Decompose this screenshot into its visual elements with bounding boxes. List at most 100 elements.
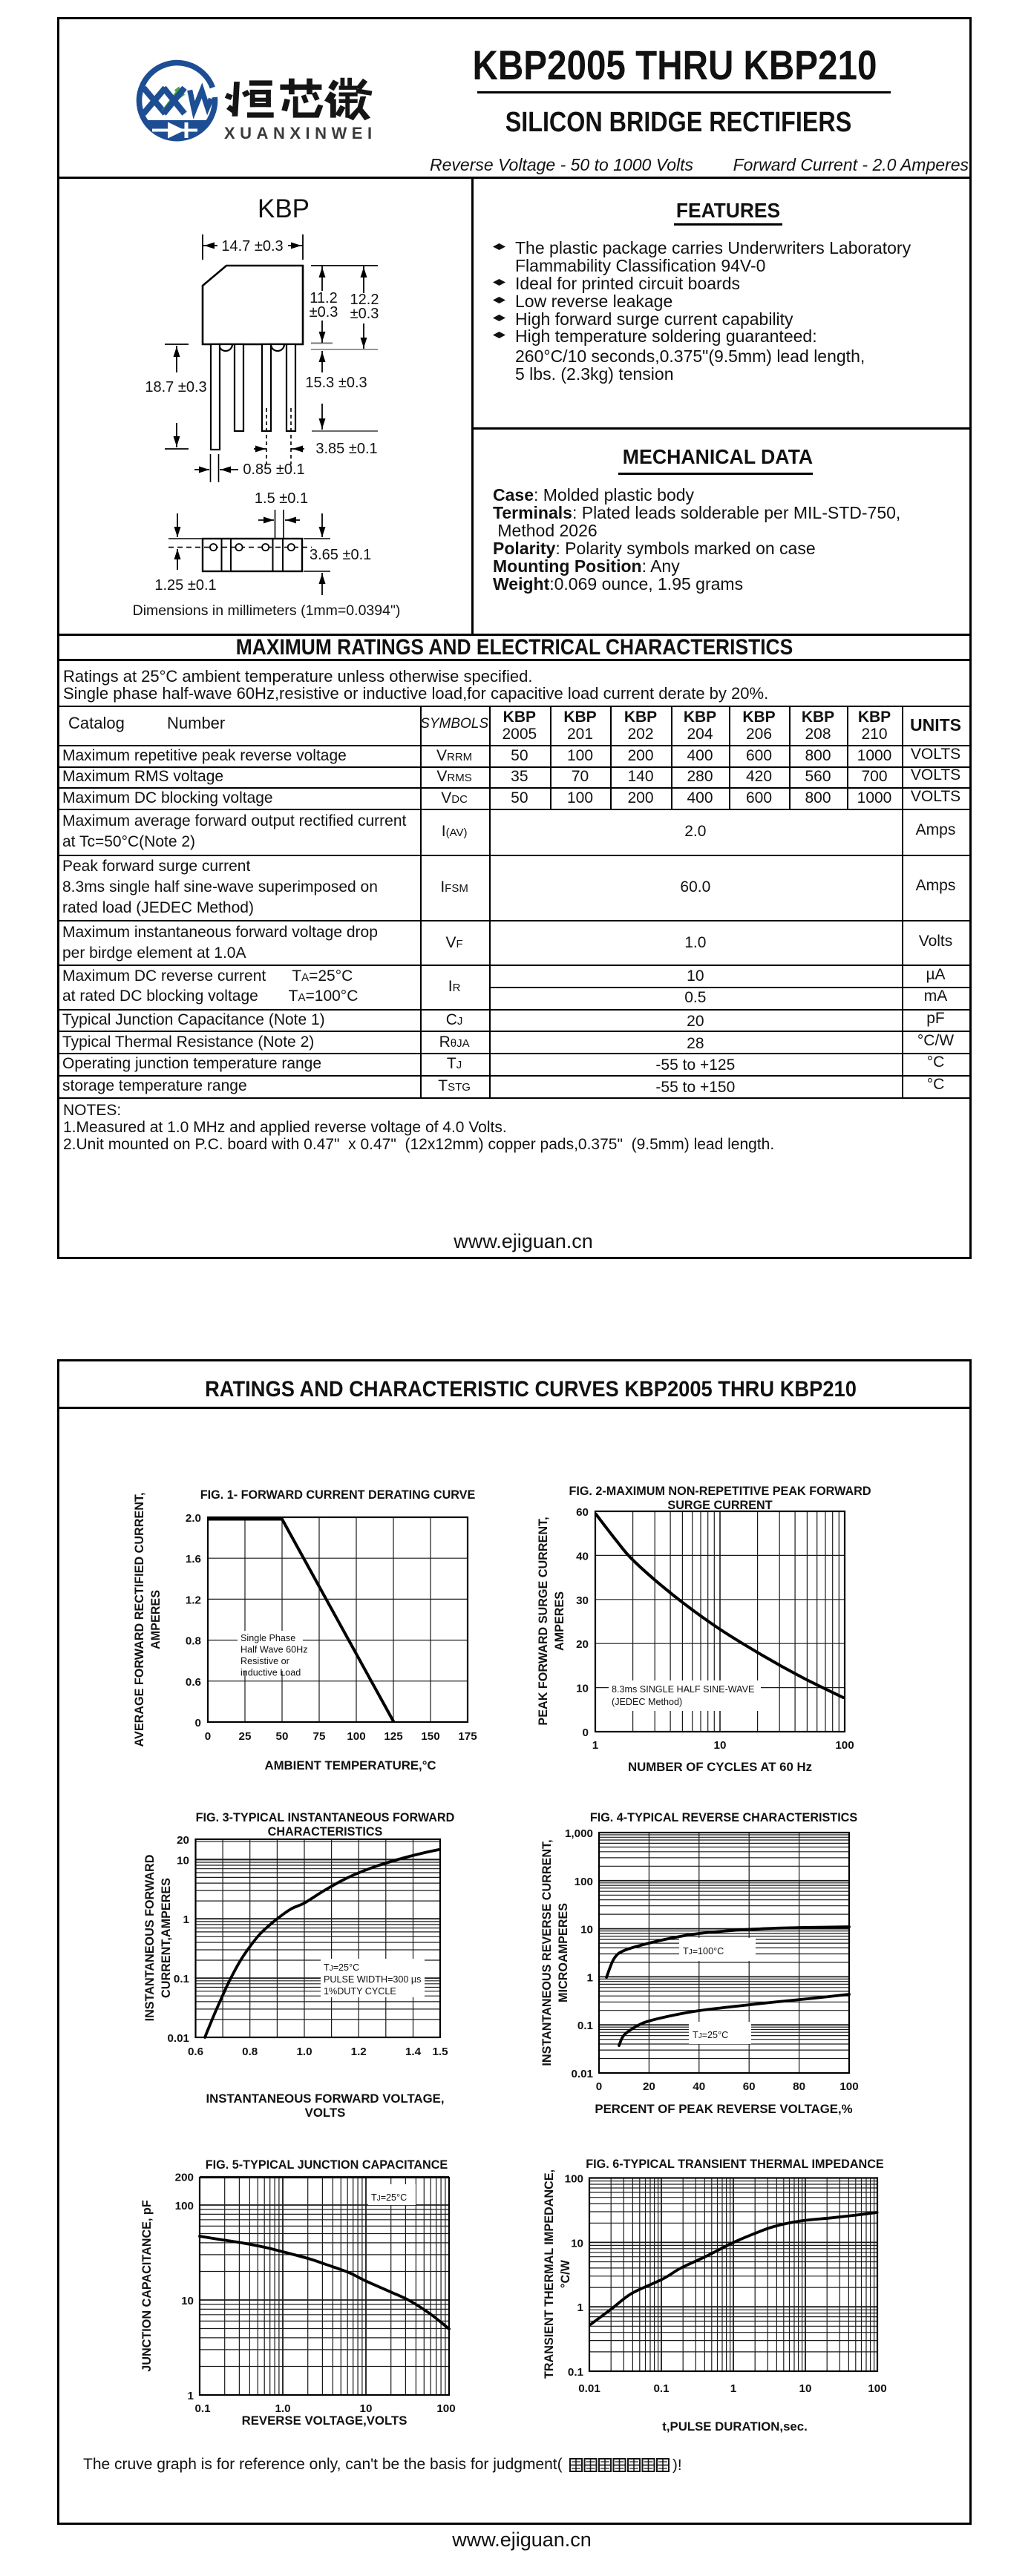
svg-text:0.6: 0.6 <box>188 2046 203 2058</box>
svg-text:JUNCTION CAPACITANCE, pF: JUNCTION CAPACITANCE, pF <box>140 2200 154 2372</box>
svg-text:PERCENT OF PEAK REVERSE VOLTAG: PERCENT OF PEAK REVERSE VOLTAGE,% <box>595 2102 852 2116</box>
svg-text:150: 150 <box>421 1730 439 1743</box>
svg-text:0.8: 0.8 <box>186 1635 201 1648</box>
svg-text:t,PULSE DURATION,sec.: t,PULSE DURATION,sec. <box>662 2419 808 2434</box>
svg-text:3.85 ±0.1: 3.85 ±0.1 <box>315 441 377 457</box>
svg-text:0.01: 0.01 <box>571 2068 593 2080</box>
svg-text:FIG. 4-TYPICAL REVERSE CHARACT: FIG. 4-TYPICAL REVERSE CHARACTERISTICS <box>590 1811 858 1824</box>
svg-text:10: 10 <box>714 1739 727 1752</box>
svg-text:10: 10 <box>799 2382 812 2395</box>
svg-text:1: 1 <box>587 1971 594 1984</box>
svg-text:100: 100 <box>835 1739 854 1752</box>
svg-text:0.1: 0.1 <box>568 2366 584 2379</box>
svg-text:REVERSE VOLTAGE,VOLTS: REVERSE VOLTAGE,VOLTS <box>242 2414 408 2428</box>
svg-text:Half Wave 60Hz: Half Wave 60Hz <box>240 1645 308 1655</box>
svg-text:NUMBER OF CYCLES AT 60 Hz: NUMBER OF CYCLES AT 60 Hz <box>628 1760 812 1774</box>
svg-text:0.01: 0.01 <box>578 2382 600 2395</box>
svg-text:1.2: 1.2 <box>186 1594 201 1606</box>
svg-text:100: 100 <box>565 2173 583 2186</box>
svg-text:CURRENT,AMPERES: CURRENT,AMPERES <box>160 1878 173 1998</box>
svg-text:SURGE CURRENT: SURGE CURRENT <box>667 1499 772 1512</box>
svg-text:20: 20 <box>177 1834 189 1847</box>
svg-text:PEAK FORWARD SURGE CURRENT,: PEAK FORWARD SURGE CURRENT, <box>537 1517 550 1725</box>
svg-text:1: 1 <box>183 1913 190 1926</box>
svg-text:TJ=25°C: TJ=25°C <box>371 2192 407 2203</box>
svg-text:AMPERES: AMPERES <box>553 1591 566 1651</box>
svg-text:°C/W: °C/W <box>559 2259 572 2288</box>
svg-text:10: 10 <box>360 2402 373 2415</box>
svg-text:100: 100 <box>175 2200 194 2212</box>
svg-text:±0.3: ±0.3 <box>310 304 338 321</box>
svg-text:AMPERES: AMPERES <box>149 1590 163 1649</box>
svg-text:10: 10 <box>181 2295 194 2307</box>
svg-text:0: 0 <box>596 2080 602 2093</box>
svg-text:3.65 ±0.1: 3.65 ±0.1 <box>310 547 371 563</box>
svg-text:TRANSIENT THERMAL IMPEDANCE,: TRANSIENT THERMAL IMPEDANCE, <box>543 2169 556 2379</box>
svg-text:1.5: 1.5 <box>432 2046 448 2058</box>
svg-text:1%DUTY CYCLE: 1%DUTY CYCLE <box>324 1986 396 1997</box>
svg-text:20: 20 <box>576 1638 589 1651</box>
svg-text:1: 1 <box>188 2390 194 2402</box>
svg-text:11.2: 11.2 <box>310 290 337 306</box>
svg-text:10: 10 <box>580 1924 593 1936</box>
svg-text:TJ=25°C: TJ=25°C <box>693 2030 728 2040</box>
svg-text:175: 175 <box>458 1730 477 1743</box>
svg-text:1.0: 1.0 <box>275 2402 290 2415</box>
svg-text:0.1: 0.1 <box>194 2402 211 2415</box>
svg-text:CHARACTERISTICS: CHARACTERISTICS <box>268 1825 383 1839</box>
svg-text:1.5 ±0.1: 1.5 ±0.1 <box>255 490 308 507</box>
svg-text:Single Phase: Single Phase <box>240 1633 295 1643</box>
svg-text:2.0: 2.0 <box>186 1512 201 1525</box>
svg-text:14.7 ±0.3: 14.7 ±0.3 <box>221 238 283 254</box>
svg-text:8.3ms SINGLE HALF SINE-WAVE: 8.3ms SINGLE HALF SINE-WAVE <box>612 1684 754 1695</box>
svg-text:INSTANTANEOUS FORWARD VOLTAGE,: INSTANTANEOUS FORWARD VOLTAGE, <box>206 2092 444 2106</box>
svg-text:1.2: 1.2 <box>351 2046 367 2058</box>
svg-text:1: 1 <box>730 2382 737 2395</box>
svg-text:10: 10 <box>576 1683 589 1695</box>
svg-text:100: 100 <box>868 2382 886 2395</box>
svg-text:20: 20 <box>643 2080 655 2093</box>
svg-text:0.6: 0.6 <box>186 1676 201 1689</box>
svg-text:25: 25 <box>239 1730 252 1743</box>
svg-text:0.8: 0.8 <box>242 2046 258 2058</box>
svg-text:inductive Load: inductive Load <box>240 1668 301 1678</box>
svg-text:0: 0 <box>205 1730 211 1743</box>
svg-text:1.25 ±0.1: 1.25 ±0.1 <box>154 577 216 594</box>
svg-text:30: 30 <box>576 1594 589 1607</box>
svg-text:1: 1 <box>592 1739 599 1752</box>
svg-text:12.2: 12.2 <box>350 292 379 308</box>
svg-text:100: 100 <box>347 1730 365 1743</box>
svg-text:AMBIENT TEMPERATURE,°C: AMBIENT TEMPERATURE,°C <box>264 1758 436 1772</box>
svg-text:1.4: 1.4 <box>405 2046 422 2058</box>
svg-text:FIG. 3-TYPICAL INSTANTANEOUS F: FIG. 3-TYPICAL INSTANTANEOUS FORWARD <box>196 1811 455 1824</box>
svg-text:(JEDEC Method): (JEDEC Method) <box>612 1697 682 1707</box>
svg-text:0.1: 0.1 <box>577 2020 594 2032</box>
svg-text:1.6: 1.6 <box>186 1553 201 1565</box>
svg-text:0.1: 0.1 <box>174 1973 190 1985</box>
svg-text:1: 1 <box>577 2301 584 2314</box>
svg-text:0.1: 0.1 <box>653 2382 670 2395</box>
svg-text:100: 100 <box>839 2080 858 2093</box>
svg-text:0.01: 0.01 <box>167 2032 189 2045</box>
svg-text:200: 200 <box>175 2172 194 2184</box>
svg-text:50: 50 <box>276 1730 289 1743</box>
svg-text:AVERAGE FORWARD RECTIFIED CURR: AVERAGE FORWARD RECTIFIED CURRENT, <box>133 1493 146 1747</box>
svg-text:0: 0 <box>195 1717 201 1729</box>
svg-text:1,000: 1,000 <box>565 1827 593 1840</box>
svg-text:1.0: 1.0 <box>296 2046 312 2058</box>
svg-text:FIG. 1- FORWARD CURRENT DERATI: FIG. 1- FORWARD CURRENT DERATING CURVE <box>200 1488 476 1502</box>
svg-text:±0.3: ±0.3 <box>350 306 379 322</box>
svg-text:FIG. 5-TYPICAL JUNCTION CAPACI: FIG. 5-TYPICAL JUNCTION CAPACITANCE <box>206 2158 448 2172</box>
svg-text:INSTANTANEOUS REVERSE CURRENT,: INSTANTANEOUS REVERSE CURRENT, <box>540 1839 554 2066</box>
svg-text:18.7 ±0.3: 18.7 ±0.3 <box>145 379 206 395</box>
svg-text:MICROAMPERES: MICROAMPERES <box>557 1903 570 2002</box>
svg-text:100: 100 <box>575 1876 593 1888</box>
svg-text:60: 60 <box>743 2080 756 2093</box>
svg-text:10: 10 <box>177 1854 189 1867</box>
svg-text:15.3 ±0.3: 15.3 ±0.3 <box>305 375 367 391</box>
svg-text:INSTANTANEOUS FORWARD: INSTANTANEOUS FORWARD <box>143 1854 157 2021</box>
svg-text:75: 75 <box>313 1730 326 1743</box>
svg-text:TJ=100°C: TJ=100°C <box>683 1946 724 1956</box>
svg-text:80: 80 <box>793 2080 805 2093</box>
svg-text:FIG. 2-MAXIMUM NON-REPETITIVE: FIG. 2-MAXIMUM NON-REPETITIVE PEAK FORWA… <box>569 1485 871 1498</box>
